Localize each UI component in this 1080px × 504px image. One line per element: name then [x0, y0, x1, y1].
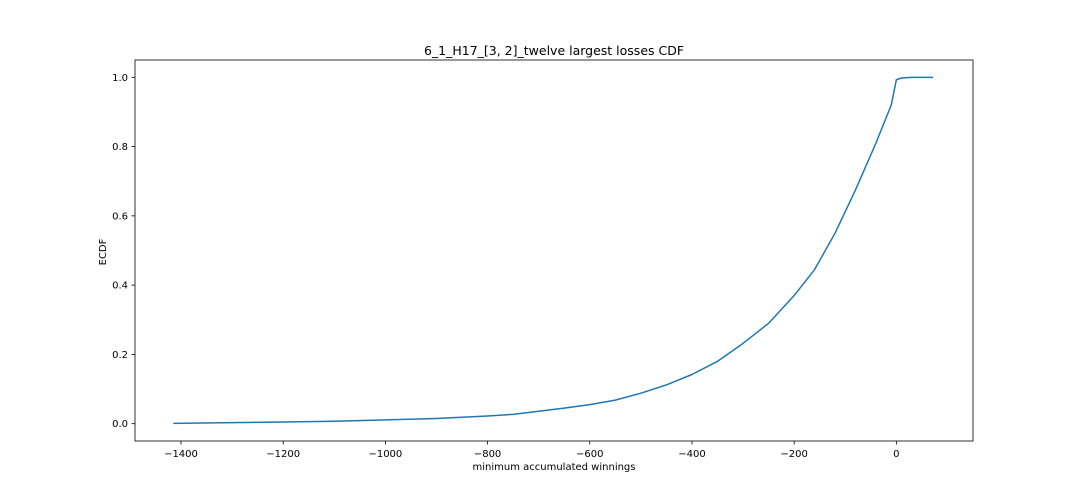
y-tick-label: 0.6	[112, 211, 128, 222]
x-tick-label: −1000	[368, 449, 402, 460]
y-axis-ticks: 0.0 0.2 0.4 0.6 0.8 1.0	[112, 73, 135, 430]
ecdf-line-0	[173, 76, 934, 425]
y-tick-label: 0.2	[112, 350, 128, 361]
x-tick-label: −800	[474, 449, 501, 460]
chart-title: 6_1_H17_[3, 2]_twelve largest losses CDF	[424, 43, 684, 58]
x-tick-label: −200	[780, 449, 807, 460]
y-tick-label: 0.4	[112, 281, 128, 292]
x-tick-label: −1400	[164, 449, 198, 460]
y-axis-label: ECDF	[98, 238, 109, 265]
axes-frame	[134, 59, 974, 442]
x-tick-label: −600	[576, 449, 603, 460]
y-tick-label: 1.0	[112, 73, 128, 84]
x-tick-label: −400	[678, 449, 705, 460]
y-tick-label: 0.8	[112, 142, 128, 153]
x-axis-ticks: −1400 −1200 −1000 −800 −600 −400 −200 0	[164, 441, 900, 460]
x-axis-label: minimum accumulated winnings	[473, 462, 636, 473]
x-tick-label: 0	[893, 449, 899, 460]
y-tick-label: 0.0	[112, 419, 128, 430]
plot-area	[134, 59, 974, 442]
x-tick-label: −1200	[266, 449, 300, 460]
